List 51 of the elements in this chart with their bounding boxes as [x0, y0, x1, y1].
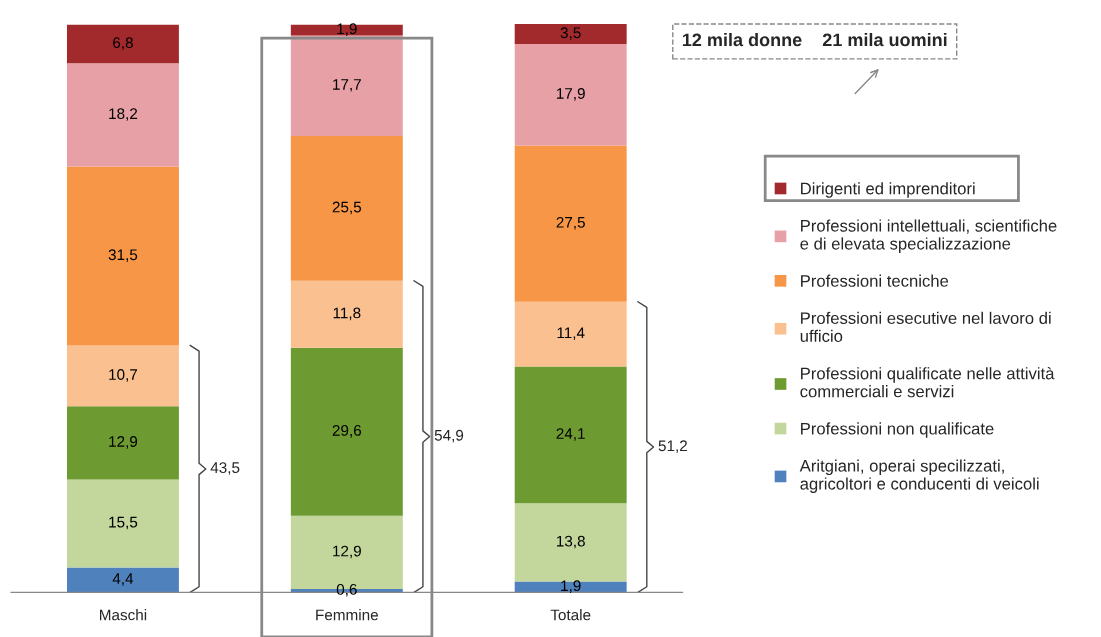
data-label: 11,4 [557, 327, 585, 340]
data-label: 17,7 [333, 79, 361, 92]
legend-label: Professioni intellettuali, scientifiche e di elevata specializzazione [800, 219, 1057, 253]
data-label: 10,7 [109, 369, 138, 382]
data-label: 11,8 [333, 307, 361, 321]
data-label: 1,9 [561, 580, 581, 593]
legend-label: Aritgiani, operai specilizzati, agricoltori e conducenti di veicoli [799, 459, 1039, 493]
annotation: 54,9 [434, 429, 464, 443]
data-label: 27,5 [556, 216, 585, 230]
bar [514, 43, 627, 146]
data-label: 1,9 [337, 23, 357, 36]
data-label: 3,5 [560, 27, 581, 40]
bar [66, 406, 179, 480]
bar [66, 345, 179, 407]
bar [290, 35, 403, 136]
data-label: 6,8 [113, 37, 133, 50]
text: 12 mila donne 21 mila uomini [682, 32, 947, 47]
data-label: 13,8 [556, 535, 585, 549]
bar [290, 347, 403, 516]
bar [66, 166, 179, 346]
annotation: 43,5 [210, 462, 240, 475]
data-label: 17,9 [556, 88, 585, 101]
bar [290, 280, 403, 348]
data-label: 29,6 [332, 425, 362, 438]
legend-label: Professioni qualificate nelle attività commerciali e servizi [800, 366, 1055, 398]
x-tick-label: Femmine [316, 609, 378, 621]
data-label: 18,2 [109, 108, 138, 121]
bar [514, 503, 627, 582]
bar [66, 63, 179, 167]
legend-label: Professioni esecutive nel lavoro di ufficio [800, 311, 1051, 342]
bar [66, 479, 179, 568]
x-tick-label: Maschi [100, 609, 147, 621]
data-label: 31,5 [108, 249, 138, 262]
data-label: 15,5 [109, 516, 138, 530]
annotation: 51,2 [658, 440, 687, 453]
bar [514, 301, 627, 367]
data-label: 4,4 [112, 573, 134, 586]
x-tick-label: Totale [550, 609, 591, 621]
bar [514, 145, 627, 302]
bar [514, 366, 627, 504]
bar [66, 567, 179, 593]
bar [66, 24, 179, 64]
data-label: 25,5 [332, 201, 362, 215]
legend-label: Dirigenti ed imprenditori [801, 182, 975, 198]
bar [514, 24, 627, 44]
legend-label: Professioni non qualificate [801, 422, 994, 438]
legend-label: Professioni tecniche [801, 274, 949, 287]
data-label: 24,1 [556, 428, 585, 441]
bar [290, 135, 403, 281]
data-label: 12,9 [109, 436, 138, 449]
data-label: 12,9 [333, 545, 361, 559]
